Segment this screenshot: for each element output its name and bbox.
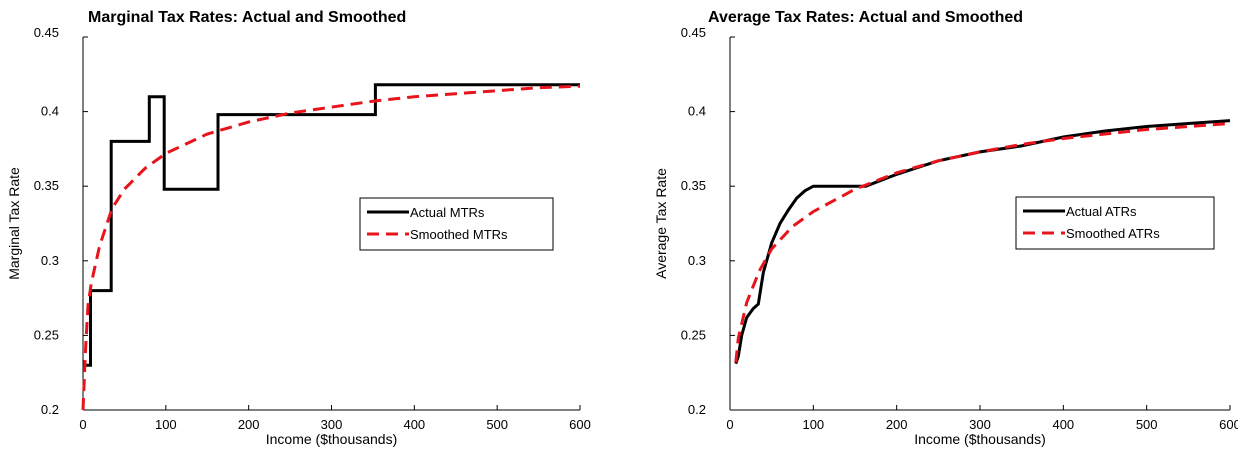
legend-label: Actual MTRs <box>410 205 485 220</box>
x-axis-label: Income ($thousands) <box>914 431 1046 447</box>
x-tick-label: 0 <box>79 417 86 432</box>
x-tick-label: 500 <box>1136 417 1158 432</box>
y-tick-label: 0.45 <box>681 25 706 40</box>
chart-title: Average Tax Rates: Actual and Smoothed <box>708 9 1023 26</box>
y-tick-label: 0.35 <box>681 178 706 193</box>
y-tick-label: 0.25 <box>34 327 59 342</box>
y-tick-label: 0.3 <box>41 253 59 268</box>
legend-box <box>359 197 554 251</box>
chart-panel-average: Average Tax Rates: Actual and Smoothed 0 1… <box>653 9 1238 447</box>
x-tick-label: 300 <box>321 417 343 432</box>
x-tick-label: 500 <box>486 417 508 432</box>
x-axis-label: Income ($thousands) <box>266 431 398 447</box>
y-tick-label: 0.4 <box>688 104 706 119</box>
x-tick-label: 400 <box>403 417 425 432</box>
y-axis-label: Average Tax Rate <box>653 168 669 279</box>
y-axis-label: Marginal Tax Rate <box>6 167 22 280</box>
x-tick-label: 100 <box>155 417 177 432</box>
x-tick-label: 100 <box>802 417 824 432</box>
x-tick-label: 200 <box>238 417 260 432</box>
series-line-smoothed-mtrs <box>81 84 581 411</box>
legend-label: Smoothed ATRs <box>1066 226 1160 241</box>
legend: Actual MTRs Smoothed MTRs <box>359 197 554 251</box>
legend-box <box>1015 196 1215 250</box>
series-line-actual-mtrs <box>83 83 580 367</box>
y-tick-label: 0.45 <box>34 25 59 40</box>
y-tick-label: 0.3 <box>688 253 706 268</box>
series-line-smoothed-atrs <box>734 122 1231 363</box>
chart-title: Marginal Tax Rates: Actual and Smoothed <box>88 9 406 26</box>
y-tick-label: 0.4 <box>41 104 59 119</box>
x-tick-label: 600 <box>569 417 591 432</box>
chart-panel-marginal: Marginal Tax Rates: Actual and Smoothed 0… <box>6 9 591 447</box>
legend: Actual ATRs Smoothed ATRs <box>1015 196 1215 250</box>
y-tick-label: 0.2 <box>688 402 706 417</box>
legend-label: Actual ATRs <box>1066 204 1137 219</box>
y-tick-label: 0.35 <box>34 178 59 193</box>
y-tick-label: 0.2 <box>41 402 59 417</box>
x-tick-label: 300 <box>969 417 991 432</box>
series-line-actual-atrs <box>734 119 1231 365</box>
y-tick-label: 0.25 <box>681 327 706 342</box>
x-tick-label: 200 <box>886 417 908 432</box>
legend-label: Smoothed MTRs <box>410 227 508 242</box>
x-tick-label: 600 <box>1219 417 1238 432</box>
x-tick-label: 400 <box>1052 417 1074 432</box>
x-tick-label: 0 <box>726 417 733 432</box>
